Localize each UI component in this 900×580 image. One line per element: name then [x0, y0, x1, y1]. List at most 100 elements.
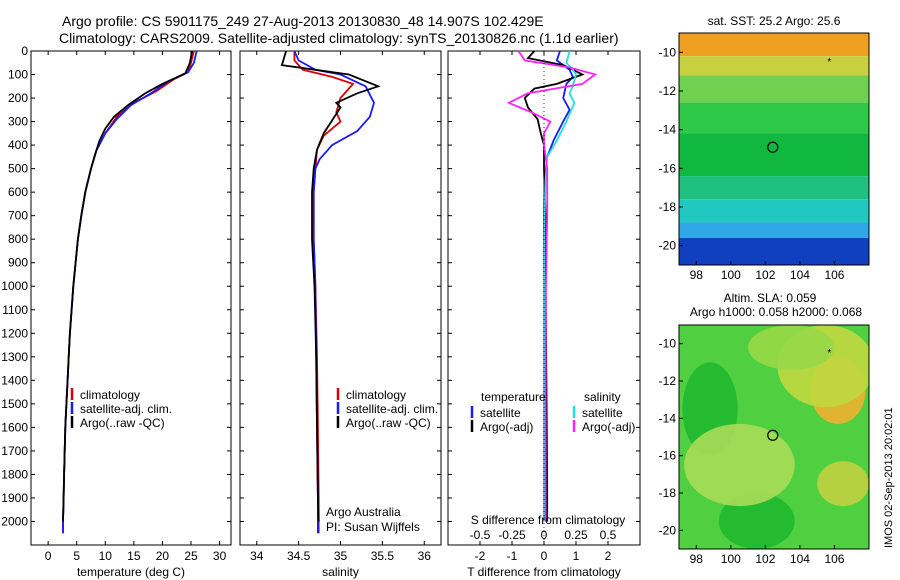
ytick-label: 1200 — [1, 326, 28, 340]
ytick-label: 400 — [8, 138, 28, 152]
figure-title-line2: Climatology: CARS2009. Satellite-adjuste… — [59, 30, 619, 46]
sst_map-xtick-label: 106 — [824, 268, 844, 282]
sla_map-ytick-label: -14 — [659, 411, 677, 425]
difference-series-cyan — [543, 50, 577, 522]
difference-xlabel: T difference from climatology — [467, 565, 621, 579]
temperature-xtick-label: 10 — [99, 549, 113, 563]
imos-timestamp: IMOS 02-Sep-2013 20:02:01 — [883, 407, 895, 548]
salinity-legend-label: satellite-adj. clim. — [346, 402, 438, 416]
ytick-label: 1700 — [1, 444, 28, 458]
sla_map-ytick-label: -12 — [659, 374, 677, 388]
sla_map-xtick-label: 106 — [824, 552, 844, 566]
sla_map-argo-marker — [767, 429, 779, 441]
sla_map-ytick-label: -20 — [659, 523, 677, 537]
diff-legend-header-salinity: salinity — [584, 390, 621, 404]
temperature-xtick-label: 15 — [127, 549, 141, 563]
salinity-axes-frame — [239, 50, 442, 546]
diff-legend-label: satellite — [480, 406, 521, 420]
ytick-label: 1600 — [1, 420, 28, 434]
ytick-label: 100 — [8, 68, 28, 82]
difference-series-magenta — [506, 50, 598, 522]
ytick-label: 200 — [8, 91, 28, 105]
sst_map-band — [679, 237, 869, 265]
diff-top-tick-label: -0.5 — [470, 528, 491, 542]
salinity-xtick-label: 34 — [250, 549, 264, 563]
difference-xtick-label: 1 — [573, 549, 580, 563]
salinity-xtick-label: 35 — [334, 549, 348, 563]
diff-top-tick-label: -0.25 — [498, 528, 526, 542]
sla-map-subtitle: Argo h1000: 0.058 h2000: 0.068 — [690, 305, 862, 319]
sst_map-band — [679, 199, 869, 223]
sla_map-blob — [718, 493, 795, 549]
salinity-xtick-label: 34.5 — [287, 549, 311, 563]
temperature-axes-frame — [30, 50, 232, 546]
sla-map-title: Altim. SLA: 0.059 — [724, 291, 817, 305]
sla_map-blob — [684, 423, 795, 507]
sla_map-xtick-label: 98 — [690, 552, 704, 566]
temperature-legend-label: climatology — [80, 388, 140, 402]
salinity-series-black — [280, 50, 381, 522]
salinity-xtick-label: 36 — [418, 549, 432, 563]
sst_map-band — [679, 75, 869, 103]
diff-legend-label: Argo(-adj) — [480, 420, 533, 434]
temperature-xtick-label: 30 — [213, 549, 227, 563]
temperature-xtick-label: 25 — [184, 549, 198, 563]
figure-title-line1: Argo profile: CS 5901175_249 27-Aug-2013… — [62, 13, 544, 29]
sst_map-xtick-label: 98 — [690, 268, 704, 282]
salinity-legend-label: Argo(..raw -QC) — [346, 416, 431, 430]
sst_map-frame — [678, 32, 870, 266]
sla_map-ytick-label: -18 — [659, 486, 677, 500]
ytick-label: 1000 — [1, 279, 28, 293]
ytick-label: 900 — [8, 256, 28, 270]
difference-xtick-label: 2 — [605, 549, 612, 563]
diff-top-tick-label: 0.25 — [564, 528, 588, 542]
sst_map-band — [679, 33, 869, 57]
sst_map-ytick-label: -10 — [659, 45, 677, 59]
sst_map-band — [679, 176, 869, 200]
sst_map-island-marker: * — [827, 57, 831, 68]
sst_map-band — [679, 133, 869, 177]
temperature-xlabel: temperature (deg C) — [77, 565, 185, 579]
ytick-label: 1400 — [1, 373, 28, 387]
sst_map-band — [679, 102, 869, 134]
ytick-label: 1500 — [1, 397, 28, 411]
temperature-xtick-label: 20 — [156, 549, 170, 563]
diff-legend-label: satellite — [582, 406, 623, 420]
temperature-legend-label: Argo(..raw -QC) — [80, 416, 165, 430]
sst_map-ytick-label: -20 — [659, 239, 677, 253]
ytick-label: 300 — [8, 115, 28, 129]
sst_map-xtick-label: 102 — [755, 268, 775, 282]
sla_map-ytick-label: -10 — [659, 337, 677, 351]
salinity-xlabel: salinity — [322, 565, 359, 579]
diff-legend-header-temperature: temperature — [481, 390, 546, 404]
sst_map-ytick-label: -18 — [659, 200, 677, 214]
sla_map-field — [679, 325, 869, 549]
temperature-series-black — [62, 50, 193, 522]
ytick-label: 800 — [8, 232, 28, 246]
temperature-xtick-label: 0 — [45, 549, 52, 563]
ytick-label: 1900 — [1, 491, 28, 505]
ytick-label: 600 — [8, 185, 28, 199]
temperature-xtick-label: 5 — [73, 549, 80, 563]
ytick-label: 500 — [8, 162, 28, 176]
sla_map-frame — [678, 324, 870, 550]
diff-top-tick-label: 0.5 — [600, 528, 617, 542]
diff-xlabel-salinity: S difference from climatology — [471, 513, 626, 527]
salinity-legend-label: climatology — [346, 388, 406, 402]
salinity-xtick-label: 35.5 — [371, 549, 395, 563]
sla_map-xtick-label: 100 — [721, 552, 741, 566]
sla_map-blob — [817, 461, 869, 507]
temperature-legend-label: satellite-adj. clim. — [80, 402, 172, 416]
sla_map-island-marker: * — [827, 348, 831, 359]
sla_map-ytick-label: -16 — [659, 449, 677, 463]
sla_map-blob — [748, 325, 835, 370]
sst_map-xtick-label: 104 — [790, 268, 810, 282]
ytick-label: 1800 — [1, 467, 28, 481]
salinity-annotation-line2: PI: Susan Wijffels — [326, 520, 420, 534]
ytick-label: 1300 — [1, 350, 28, 364]
ytick-label: 2000 — [1, 514, 28, 528]
ytick-label: 0 — [21, 44, 28, 58]
ytick-label: 700 — [8, 209, 28, 223]
sst_map-ytick-label: -14 — [659, 123, 677, 137]
